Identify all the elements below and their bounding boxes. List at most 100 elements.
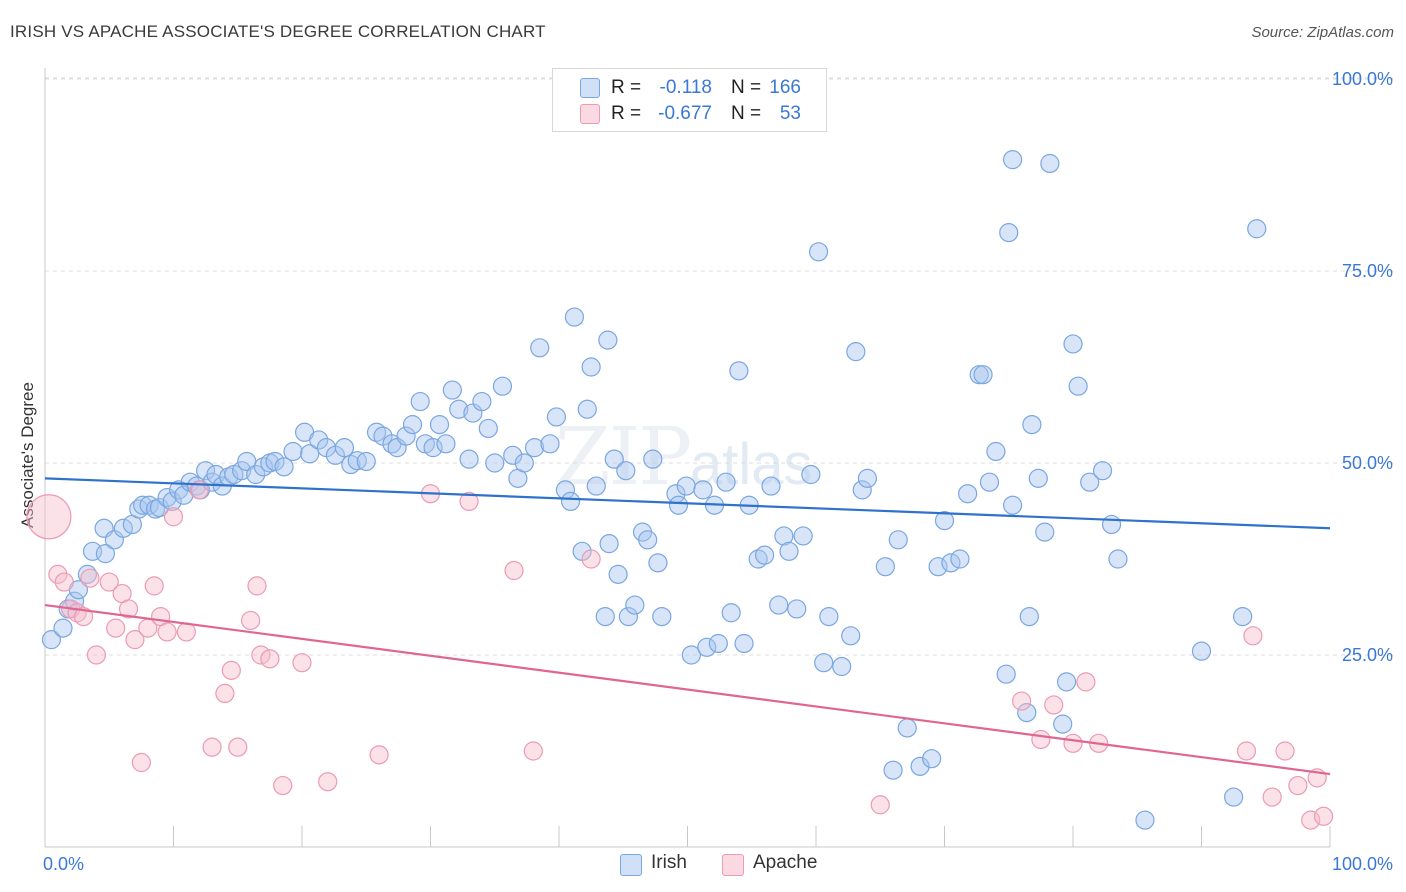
apache-point (221, 660, 241, 680)
irish-point (814, 653, 834, 673)
apache-point (870, 795, 890, 815)
n-value: 166 (769, 77, 801, 98)
irish-point (958, 484, 978, 504)
apache-point (369, 745, 389, 765)
irish-point (162, 491, 182, 511)
irish-point (133, 495, 153, 515)
irish-point (1224, 787, 1244, 807)
irish-point (734, 633, 754, 654)
apache-point (1301, 810, 1321, 830)
irish-point (503, 445, 523, 465)
irish-point (595, 606, 615, 627)
irish-point (973, 365, 993, 385)
r-label: R = (611, 103, 642, 124)
irish-point (410, 391, 430, 412)
irish-point (1017, 702, 1037, 723)
irish-point (429, 415, 450, 435)
irish-point (1108, 549, 1128, 569)
x-tick-label-min: 0.0% (43, 854, 84, 874)
irish-point (356, 451, 376, 472)
apache-point (157, 622, 177, 642)
apache-point (48, 564, 68, 584)
r-value: -0.118 (659, 77, 712, 98)
irish-point (648, 553, 668, 573)
apache-point (241, 610, 261, 631)
apache-point (504, 560, 524, 581)
apache-point (106, 618, 126, 638)
apache-point (1243, 626, 1263, 646)
legend-row-irish: R = -0.118 N = 166 (553, 75, 826, 101)
irish-point (716, 472, 736, 492)
irish-point (779, 541, 799, 561)
apache-point (202, 737, 222, 757)
apache-point (273, 775, 293, 796)
stats-legend: R = -0.118 N = 166 R = -0.677 N = 53 (552, 68, 827, 132)
irish-point (604, 449, 624, 469)
apache-point (1236, 741, 1257, 761)
irish-point (1022, 415, 1042, 435)
irish-point (1003, 150, 1023, 170)
irish-point (1028, 468, 1048, 488)
apache-trend-line (44, 603, 1331, 776)
irish-point (787, 599, 807, 619)
irish-point (599, 534, 619, 554)
irish-point (449, 399, 469, 419)
irish-point (668, 495, 689, 515)
irish-point (129, 499, 149, 519)
apache-point (176, 622, 196, 642)
irish-point (598, 330, 618, 350)
legend-row-apache: R = -0.677 N = 53 (553, 101, 826, 127)
irish-point (232, 461, 252, 481)
irish-point (581, 357, 601, 377)
irish-point (274, 457, 294, 477)
irish-point (979, 472, 1000, 492)
apache-point (1275, 741, 1295, 761)
irish-point (1092, 461, 1113, 481)
irish-point (196, 461, 216, 481)
apache-point (80, 568, 100, 588)
apache-point (125, 630, 145, 650)
apache-point (86, 645, 107, 665)
irish-point (300, 444, 320, 464)
apache-point (523, 741, 543, 761)
irish-point (697, 637, 717, 657)
apache-point (292, 653, 312, 673)
irish-point (577, 399, 597, 419)
irish-point (852, 480, 872, 500)
irish-point (608, 564, 628, 584)
irish-point (265, 451, 285, 472)
irish-point (693, 480, 713, 500)
irish-point (1247, 219, 1267, 239)
irish-point (1068, 376, 1088, 396)
irish-point (793, 526, 813, 546)
irish-legend-swatch (620, 854, 642, 876)
irish-point (681, 645, 701, 665)
irish-point (616, 461, 636, 481)
apache-point (144, 576, 164, 596)
irish-point (1053, 714, 1073, 734)
irish-point (754, 545, 775, 565)
irish-point (334, 438, 355, 458)
irish-point (819, 606, 839, 627)
irish-point (1135, 810, 1155, 830)
irish-point (1063, 334, 1083, 354)
irish-point (721, 603, 741, 623)
irish-point (442, 380, 462, 400)
irish-point (564, 307, 585, 327)
irish-point (1035, 522, 1055, 542)
irish-point (1101, 514, 1122, 535)
irish-point (492, 376, 513, 396)
irish-point (540, 434, 560, 454)
apache-point (459, 491, 479, 511)
irish-point (459, 449, 479, 469)
irish-point (1191, 641, 1212, 661)
x-tick-label-max: 100.0% (1332, 854, 1393, 874)
irish-point (832, 656, 852, 677)
apache-point (118, 599, 139, 619)
irish-point (402, 415, 423, 435)
irish-point (478, 418, 498, 439)
apache-point (1262, 787, 1282, 807)
irish-point (1040, 153, 1060, 174)
irish-point (560, 491, 581, 511)
